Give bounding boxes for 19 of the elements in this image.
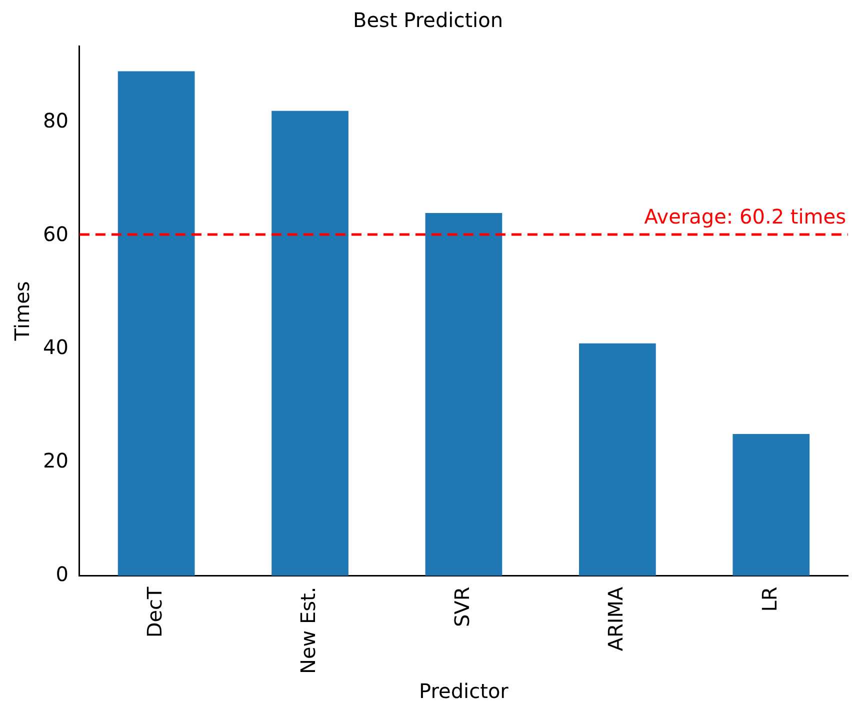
y-tick-label: 40 xyxy=(42,335,68,360)
bar xyxy=(732,434,810,576)
bar xyxy=(272,110,348,576)
y-tick-label: 0 xyxy=(56,562,68,586)
x-tick-label: LR xyxy=(757,586,782,612)
y-axis-title: Times xyxy=(10,281,34,342)
y-tick-label: 60 xyxy=(42,222,68,246)
bar xyxy=(425,212,502,576)
x-tick-label: New Est. xyxy=(296,586,320,674)
bar xyxy=(579,343,656,576)
x-tick-label: DecT xyxy=(142,586,167,638)
x-tick-label: ARIMA xyxy=(604,586,628,652)
y-tick-label: 20 xyxy=(42,448,68,473)
ref-line-label: Average: 60.2 times xyxy=(644,204,846,229)
y-tick-label: 80 xyxy=(42,108,68,132)
x-tick-label: SVR xyxy=(450,586,474,628)
x-axis-title: Predictor xyxy=(419,679,510,704)
chart-title: Best Prediction xyxy=(353,8,503,32)
bar xyxy=(118,71,195,576)
